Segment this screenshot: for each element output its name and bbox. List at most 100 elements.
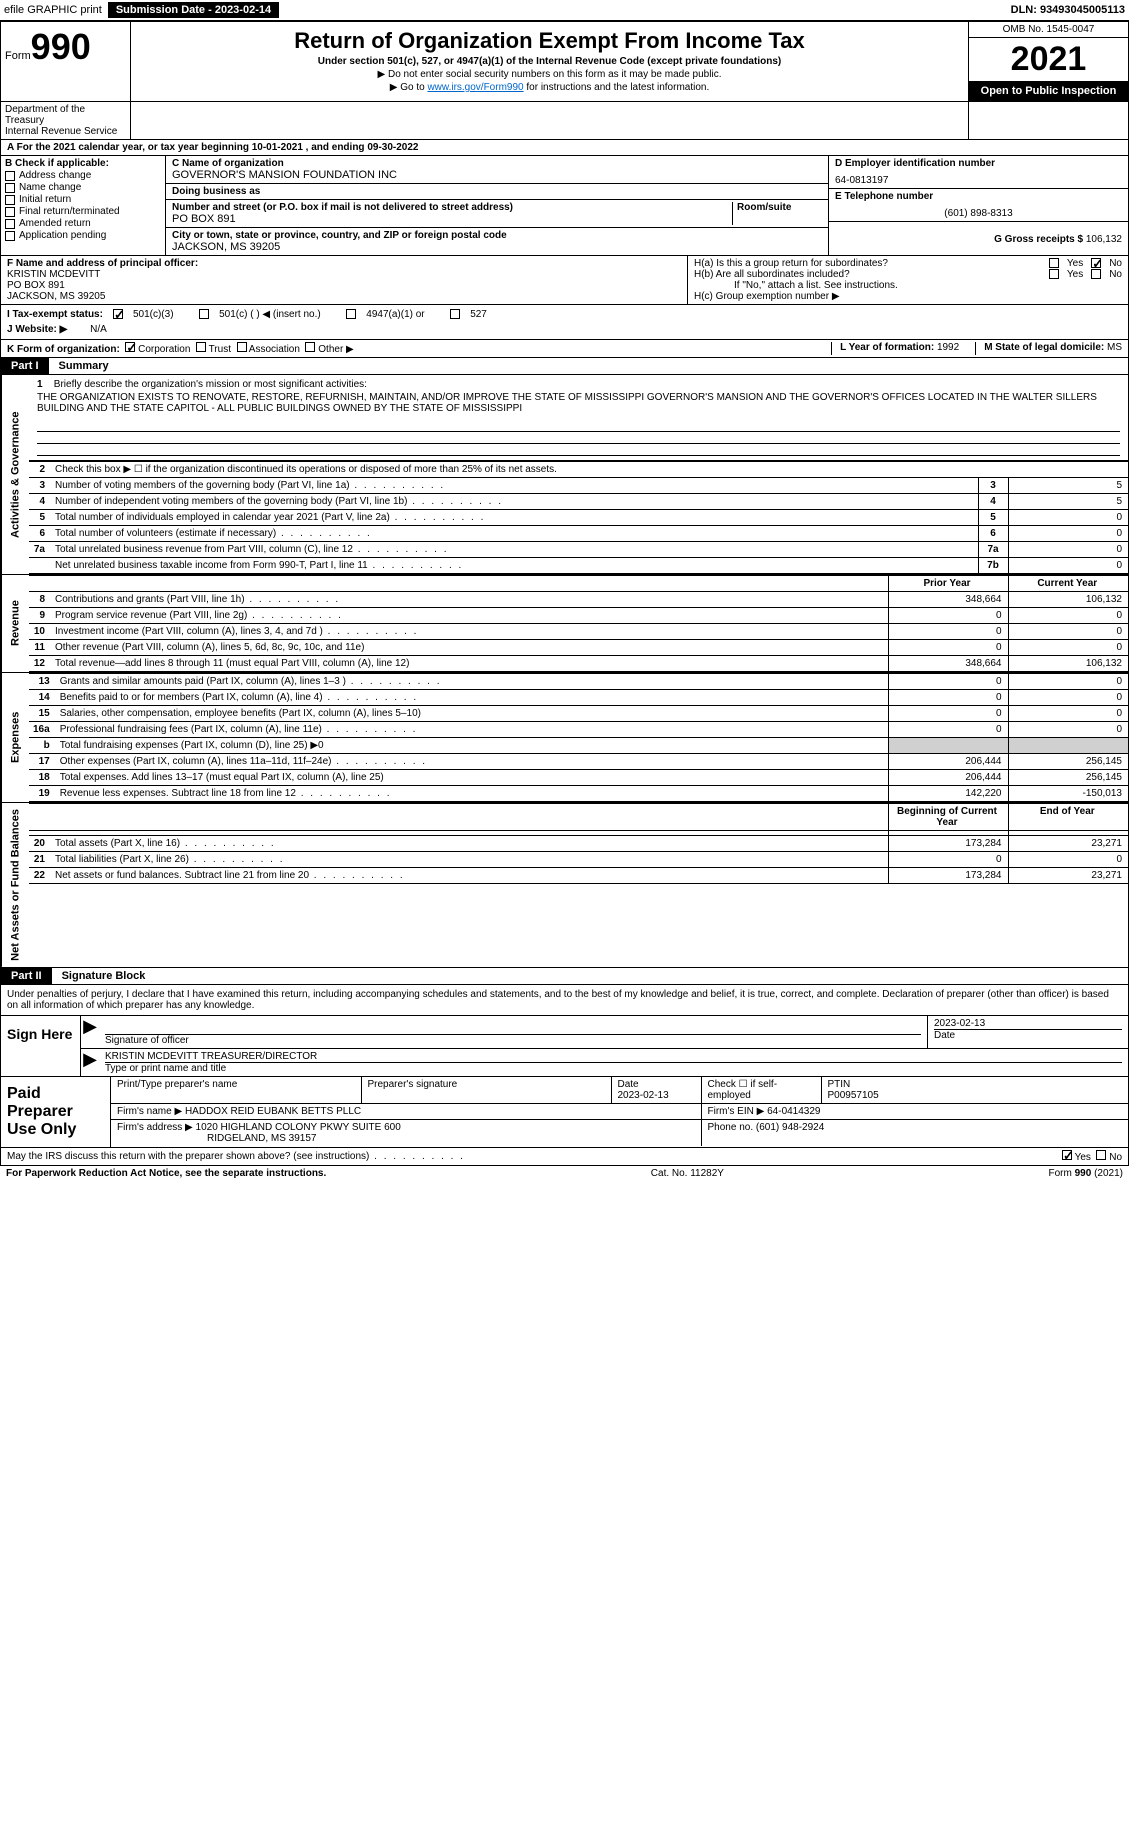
dept-label: Department of the Treasury Internal Reve…	[1, 102, 131, 139]
k-l-m-row: K Form of organization: Corporation Trus…	[0, 340, 1129, 358]
row-l: L Year of formation: 1992	[831, 342, 959, 355]
revenue-table: Prior YearCurrent Year 8Contributions an…	[29, 575, 1128, 672]
column-b: B Check if applicable: Address change Na…	[1, 156, 166, 255]
table-row: 5Total number of individuals employed in…	[29, 510, 1128, 526]
expenses-table: 13Grants and similar amounts paid (Part …	[29, 673, 1128, 802]
net-assets-section: Net Assets or Fund Balances Beginning of…	[0, 803, 1129, 968]
table-row: 18Total expenses. Add lines 13–17 (must …	[29, 770, 1128, 786]
row-k: K Form of organization: Corporation Trus…	[7, 342, 354, 355]
table-row: 17Other expenses (Part IX, column (A), l…	[29, 754, 1128, 770]
table-row: 9Program service revenue (Part VIII, lin…	[29, 608, 1128, 624]
org-name-field: C Name of organization GOVERNOR'S MANSIO…	[166, 156, 828, 184]
arrow-icon: ▶	[81, 1016, 99, 1048]
revenue-section: Revenue Prior YearCurrent Year 8Contribu…	[0, 575, 1129, 673]
form-meta-box: OMB No. 1545-0047 2021 Open to Public In…	[968, 22, 1128, 101]
irs-link[interactable]: www.irs.gov/Form990	[427, 82, 523, 93]
street-field: Number and street (or P.O. box if mail i…	[166, 200, 828, 228]
side-revenue: Revenue	[1, 575, 29, 672]
paid-preparer-block: Paid Preparer Use Only Print/Type prepar…	[0, 1077, 1129, 1148]
row-h: H(a) Is this a group return for subordin…	[688, 256, 1128, 304]
table-row: Beginning of Current YearEnd of Year	[29, 804, 1128, 831]
table-row: 21Total liabilities (Part X, line 26)00	[29, 852, 1128, 868]
omb-number: OMB No. 1545-0047	[969, 22, 1128, 38]
side-expenses: Expenses	[1, 673, 29, 802]
table-row: Firm's address ▶ 1020 HIGHLAND COLONY PK…	[111, 1119, 1128, 1146]
table-row: 11Other revenue (Part VIII, column (A), …	[29, 640, 1128, 656]
form-note-2: ▶ Go to www.irs.gov/Form990 for instruct…	[139, 82, 960, 93]
form-note-1: ▶ Do not enter social security numbers o…	[139, 69, 960, 80]
column-d: D Employer identification number 64-0813…	[828, 156, 1128, 255]
table-row: 6Total number of volunteers (estimate if…	[29, 526, 1128, 542]
table-row: 12Total revenue—add lines 8 through 11 (…	[29, 656, 1128, 672]
table-row: 3Number of voting members of the governi…	[29, 478, 1128, 494]
table-row: 19Revenue less expenses. Subtract line 1…	[29, 786, 1128, 802]
table-row: 8Contributions and grants (Part VIII, li…	[29, 592, 1128, 608]
governance-table: 2Check this box ▶ ☐ if the organization …	[29, 461, 1128, 574]
row-j: J Website: ▶ N/A	[7, 322, 1122, 337]
table-row: Print/Type preparer's name Preparer's si…	[111, 1077, 1128, 1104]
form-prefix: Form	[5, 50, 31, 62]
form-subtitle: Under section 501(c), 527, or 4947(a)(1)…	[139, 56, 960, 67]
dba-field: Doing business as	[166, 184, 828, 200]
arrow-icon: ▶	[81, 1049, 99, 1076]
form-title: Return of Organization Exempt From Incom…	[139, 28, 960, 54]
submission-date-badge: Submission Date - 2023-02-14	[108, 2, 279, 18]
check-app-pending: Application pending	[5, 230, 161, 241]
table-row: 14Benefits paid to or for members (Part …	[29, 690, 1128, 706]
footer-right: Form 990 (2021)	[1049, 1168, 1124, 1179]
open-public-badge: Open to Public Inspection	[969, 81, 1128, 101]
phone-field: E Telephone number (601) 898-8313	[829, 189, 1128, 222]
dln-label: DLN: 93493045005113	[1011, 4, 1125, 16]
table-row: Prior YearCurrent Year	[29, 576, 1128, 592]
table-row: 10Investment income (Part VIII, column (…	[29, 624, 1128, 640]
gross-field: G Gross receipts $ 106,132	[829, 222, 1128, 247]
col-b-header: B Check if applicable:	[5, 158, 161, 169]
footer-mid: Cat. No. 11282Y	[651, 1168, 724, 1179]
i-j-row: I Tax-exempt status: 501(c)(3) 501(c) ( …	[0, 305, 1129, 340]
mission-block: 1 Briefly describe the organization's mi…	[29, 375, 1128, 461]
side-governance: Activities & Governance	[1, 375, 29, 574]
form-number: 990	[31, 26, 91, 67]
table-row: 13Grants and similar amounts paid (Part …	[29, 674, 1128, 690]
signature-intro: Under penalties of perjury, I declare th…	[0, 985, 1129, 1016]
paid-preparer-table: Print/Type preparer's name Preparer's si…	[111, 1077, 1128, 1146]
discuss-row: May the IRS discuss this return with the…	[0, 1148, 1129, 1166]
row-i: I Tax-exempt status: 501(c)(3) 501(c) ( …	[7, 307, 1122, 322]
form-header: Form990 Return of Organization Exempt Fr…	[0, 21, 1129, 102]
page-footer: For Paperwork Reduction Act Notice, see …	[0, 1166, 1129, 1181]
f-h-row: F Name and address of principal officer:…	[0, 256, 1129, 305]
check-address-change: Address change	[5, 170, 161, 181]
ein-field: D Employer identification number 64-0813…	[829, 156, 1128, 189]
tax-year: 2021	[969, 38, 1128, 81]
main-info-block: B Check if applicable: Address change Na…	[0, 156, 1129, 256]
check-amended: Amended return	[5, 218, 161, 229]
paid-preparer-label: Paid Preparer Use Only	[1, 1077, 111, 1147]
table-row: 4Number of independent voting members of…	[29, 494, 1128, 510]
sign-here-label: Sign Here	[1, 1016, 81, 1076]
line-a: A For the 2021 calendar year, or tax yea…	[0, 140, 1129, 156]
footer-left: For Paperwork Reduction Act Notice, see …	[6, 1168, 326, 1179]
table-row: Net unrelated business taxable income fr…	[29, 558, 1128, 574]
table-row: 20Total assets (Part X, line 16)173,2842…	[29, 836, 1128, 852]
row-m: M State of legal domicile: MS	[975, 342, 1122, 355]
net-assets-table: Beginning of Current YearEnd of Year 20T…	[29, 803, 1128, 884]
form-number-box: Form990	[1, 22, 131, 101]
table-row: 22Net assets or fund balances. Subtract …	[29, 868, 1128, 884]
column-c: C Name of organization GOVERNOR'S MANSIO…	[166, 156, 828, 255]
top-bar: efile GRAPHIC print Submission Date - 20…	[0, 0, 1129, 21]
table-row: 15Salaries, other compensation, employee…	[29, 706, 1128, 722]
table-row: 2Check this box ▶ ☐ if the organization …	[29, 462, 1128, 478]
part-1-header: Part I Summary	[0, 358, 1129, 375]
city-field: City or town, state or province, country…	[166, 228, 828, 255]
part-2-header: Part II Signature Block	[0, 968, 1129, 985]
mission-text: THE ORGANIZATION EXISTS TO RENOVATE, RES…	[37, 392, 1120, 414]
governance-section: Activities & Governance 1 Briefly descri…	[0, 375, 1129, 575]
expenses-section: Expenses 13Grants and similar amounts pa…	[0, 673, 1129, 803]
efile-label: efile GRAPHIC print	[4, 4, 102, 16]
row-f: F Name and address of principal officer:…	[1, 256, 688, 304]
table-row: Firm's name ▶ HADDOX REID EUBANK BETTS P…	[111, 1103, 1128, 1119]
check-initial-return: Initial return	[5, 194, 161, 205]
table-row: 16aProfessional fundraising fees (Part I…	[29, 722, 1128, 738]
side-net-assets: Net Assets or Fund Balances	[1, 803, 29, 967]
form-title-box: Return of Organization Exempt From Incom…	[131, 22, 968, 101]
